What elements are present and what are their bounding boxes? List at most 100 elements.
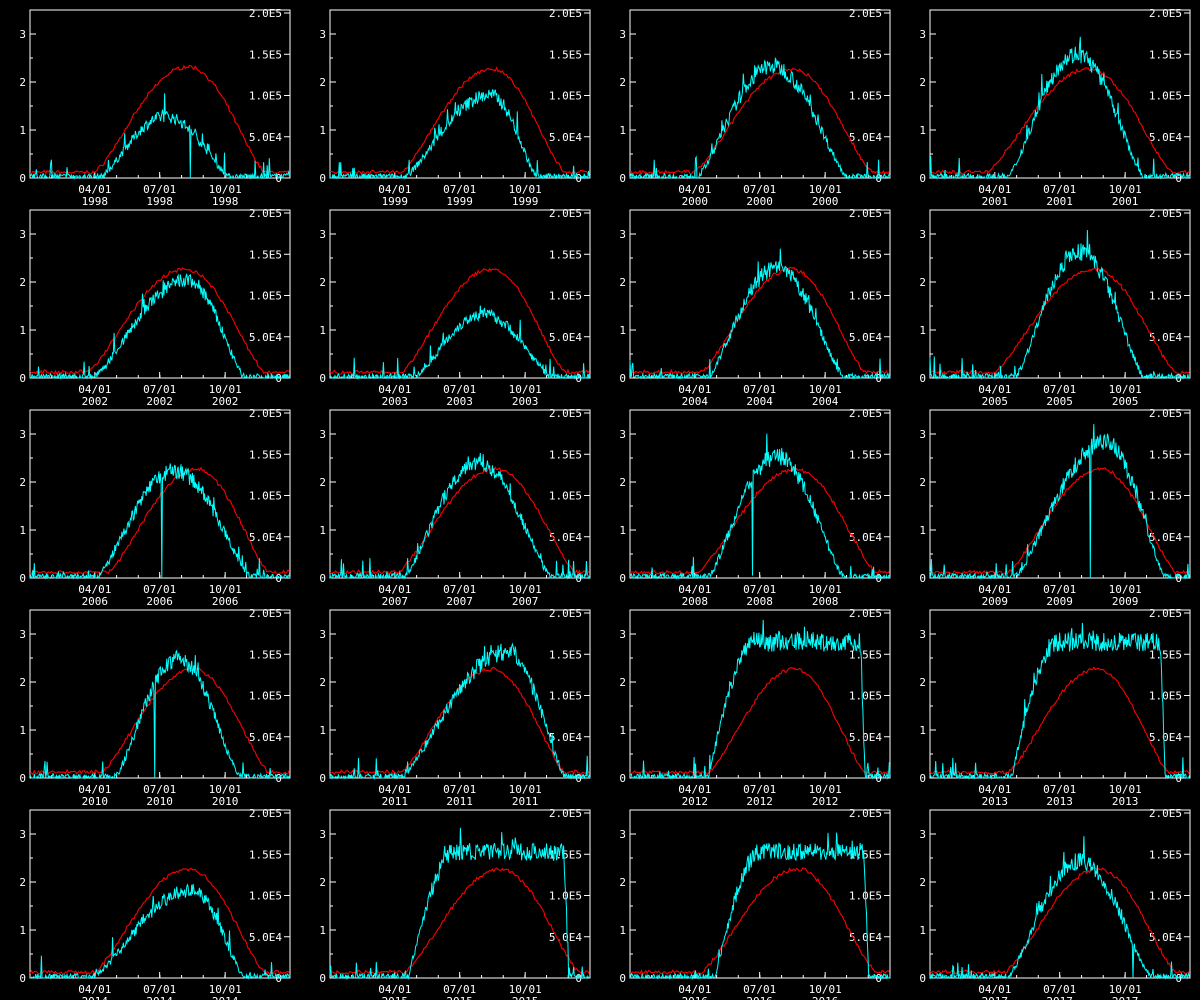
- x-tick-year: 2006: [146, 595, 173, 608]
- left-tick-label: 1: [19, 124, 26, 137]
- left-tick-label: 0: [919, 372, 926, 385]
- right-tick-label: 1.5E5: [249, 48, 282, 61]
- right-tick-label: 2.0E5: [849, 407, 882, 420]
- right-tick-label: 1.0E5: [249, 890, 282, 903]
- series-red-2000: [629, 67, 890, 176]
- left-tick-label: 0: [919, 772, 926, 785]
- right-tick-label: 0: [575, 772, 582, 785]
- left-tick-label: 2: [19, 476, 26, 489]
- left-tick-label: 1: [319, 524, 326, 537]
- right-tick-label: 1.5E5: [249, 448, 282, 461]
- x-tick-date: 10/01: [509, 783, 542, 796]
- x-tick-date: 07/01: [1043, 583, 1076, 596]
- right-tick-label: 5.0E4: [1149, 531, 1182, 544]
- x-tick-year: 2006: [82, 595, 109, 608]
- right-tick-label: 2.0E5: [1149, 807, 1182, 820]
- series-red-2011: [329, 666, 590, 776]
- panel-2003: 012305.0E41.0E51.5E52.0E504/01200307/012…: [319, 207, 591, 408]
- x-tick-date: 04/01: [78, 583, 111, 596]
- right-tick-label: 0: [575, 372, 582, 385]
- left-tick-label: 1: [19, 324, 26, 337]
- x-tick-date: 04/01: [378, 383, 411, 396]
- right-tick-label: 0: [1175, 772, 1182, 785]
- x-tick-year: 2010: [82, 795, 109, 808]
- left-tick-label: 1: [919, 124, 926, 137]
- x-tick-year: 2001: [1046, 195, 1073, 208]
- left-tick-label: 2: [319, 876, 326, 889]
- left-tick-label: 2: [319, 76, 326, 89]
- x-tick-date: 04/01: [678, 583, 711, 596]
- x-tick-year: 2015: [512, 995, 539, 1000]
- left-tick-label: 1: [619, 124, 626, 137]
- x-tick-year: 2009: [1046, 595, 1073, 608]
- right-tick-label: 2.0E5: [549, 607, 582, 620]
- x-tick-year: 2014: [82, 995, 109, 1000]
- right-tick-label: 5.0E4: [849, 531, 882, 544]
- right-tick-label: 5.0E4: [1149, 131, 1182, 144]
- right-tick-label: 1.0E5: [849, 290, 882, 303]
- series-red-2016: [629, 867, 890, 976]
- right-tick-label: 5.0E4: [849, 931, 882, 944]
- left-tick-label: 1: [319, 924, 326, 937]
- right-tick-label: 1.5E5: [549, 48, 582, 61]
- series-cyan-2006: [29, 463, 291, 580]
- series-cyan-2013: [929, 622, 1191, 780]
- x-tick-date: 10/01: [1109, 183, 1142, 196]
- x-tick-year: 2016: [682, 995, 709, 1000]
- left-tick-label: 2: [919, 676, 926, 689]
- x-tick-year: 1998: [82, 195, 109, 208]
- panel-2012: 012305.0E41.0E51.5E52.0E504/01201207/012…: [619, 607, 891, 808]
- panel-2002: 012305.0E41.0E51.5E52.0E504/01200207/012…: [19, 207, 291, 408]
- right-tick-label: 1.5E5: [849, 48, 882, 61]
- x-tick-year: 2012: [812, 795, 839, 808]
- left-tick-label: 3: [19, 828, 26, 841]
- x-tick-date: 10/01: [509, 583, 542, 596]
- series-red-1999: [329, 66, 590, 175]
- left-tick-label: 1: [319, 324, 326, 337]
- x-tick-year: 2009: [982, 595, 1009, 608]
- x-tick-date: 04/01: [378, 583, 411, 596]
- series-cyan-2005: [929, 229, 1191, 380]
- x-tick-year: 1998: [146, 195, 173, 208]
- panel-2006: 012305.0E41.0E51.5E52.0E504/01200607/012…: [19, 407, 291, 608]
- left-tick-label: 1: [919, 724, 926, 737]
- x-tick-date: 10/01: [209, 983, 242, 996]
- series-cyan-2003: [329, 305, 591, 380]
- x-tick-date: 10/01: [809, 583, 842, 596]
- right-tick-label: 5.0E4: [249, 331, 282, 344]
- left-tick-label: 0: [319, 972, 326, 985]
- right-tick-label: 5.0E4: [849, 731, 882, 744]
- series-cyan-2015: [329, 827, 591, 980]
- x-tick-date: 07/01: [443, 783, 476, 796]
- right-tick-label: 2.0E5: [849, 607, 882, 620]
- right-tick-label: 1.5E5: [849, 248, 882, 261]
- series-red-2007: [329, 466, 590, 576]
- left-tick-label: 3: [919, 428, 926, 441]
- right-tick-label: 2.0E5: [849, 207, 882, 220]
- right-tick-label: 0: [875, 572, 882, 585]
- right-tick-label: 2.0E5: [1149, 7, 1182, 20]
- left-tick-label: 3: [319, 28, 326, 41]
- right-tick-label: 1.5E5: [1149, 448, 1182, 461]
- x-tick-year: 2004: [746, 395, 773, 408]
- right-tick-label: 5.0E4: [249, 531, 282, 544]
- x-tick-date: 04/01: [978, 383, 1011, 396]
- panel-2016: 012305.0E41.0E51.5E52.0E504/01201607/012…: [619, 807, 891, 1000]
- right-tick-label: 0: [575, 972, 582, 985]
- x-tick-year: 2005: [982, 395, 1009, 408]
- left-tick-label: 1: [19, 924, 26, 937]
- right-tick-label: 5.0E4: [549, 531, 582, 544]
- right-tick-label: 1.0E5: [1149, 290, 1182, 303]
- right-tick-label: 0: [875, 972, 882, 985]
- right-tick-label: 1.5E5: [1149, 48, 1182, 61]
- left-tick-label: 0: [319, 772, 326, 785]
- right-tick-label: 2.0E5: [249, 407, 282, 420]
- x-tick-year: 2003: [382, 395, 409, 408]
- right-tick-label: 1.5E5: [1149, 248, 1182, 261]
- series-cyan-2002: [29, 273, 291, 380]
- x-tick-date: 04/01: [78, 183, 111, 196]
- right-tick-label: 1.0E5: [1149, 890, 1182, 903]
- right-tick-label: 2.0E5: [1149, 207, 1182, 220]
- panel-2013: 012305.0E41.0E51.5E52.0E504/01201307/012…: [919, 607, 1191, 808]
